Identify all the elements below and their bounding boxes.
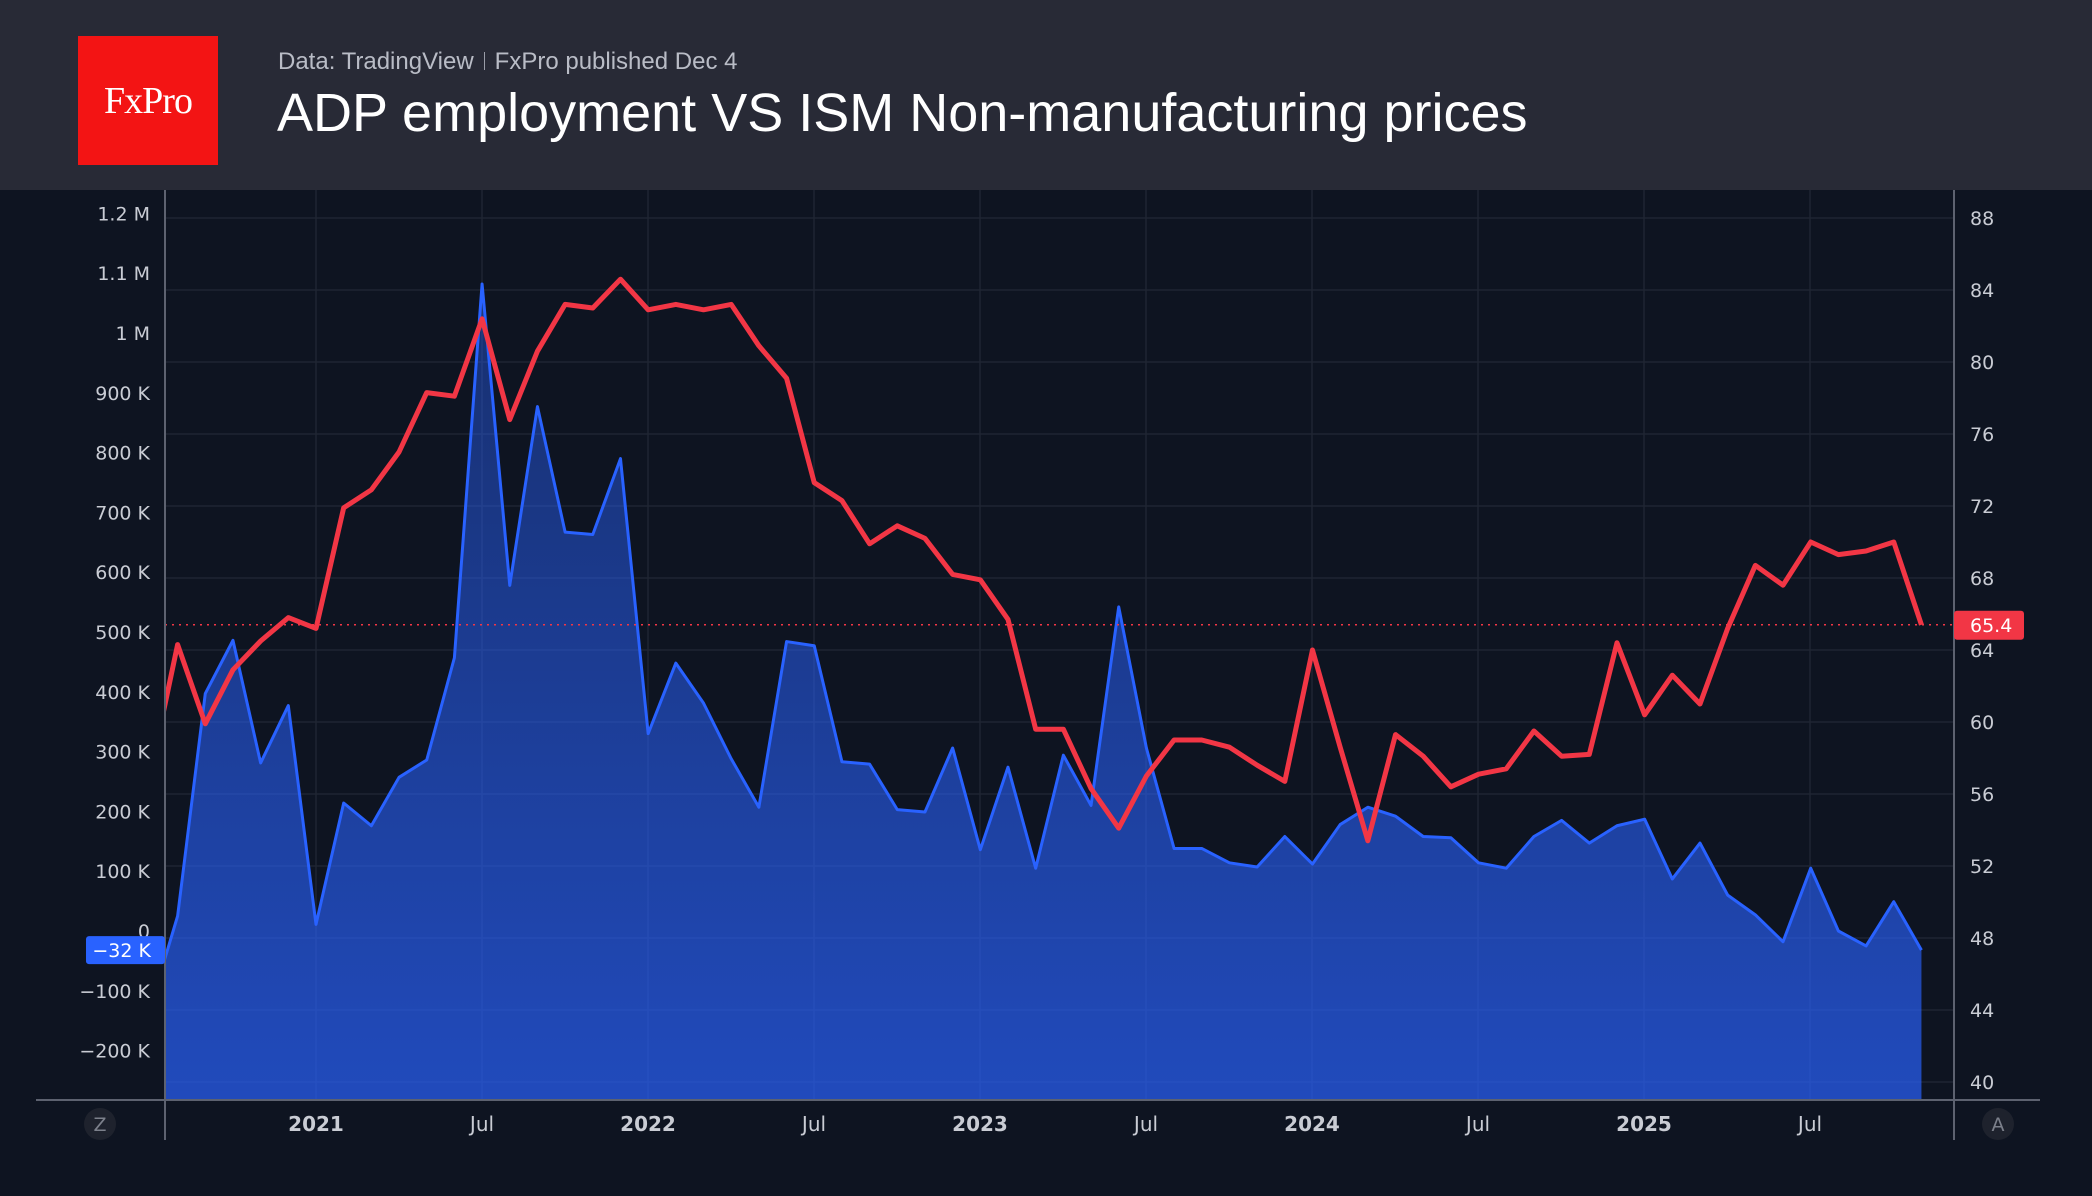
left-axis-tick: 600 K <box>95 562 150 584</box>
right-axis-tick: 56 <box>1970 784 1994 806</box>
header: FxPro Data: TradingView FxPro published D… <box>0 0 2092 190</box>
left-axis-tick: 800 K <box>95 443 150 465</box>
ism-line <box>165 276 1924 844</box>
logo-text: FxPro <box>104 79 193 122</box>
x-axis-tick: Jul <box>1132 1112 1158 1136</box>
adp-area <box>165 283 1922 1100</box>
right-axis-tick: 88 <box>1970 208 1994 230</box>
x-axis-tick: Jul <box>468 1112 494 1136</box>
chart-title: ADP employment VS ISM Non-manufacturing … <box>277 83 1528 143</box>
ism-last-value-badge <box>1954 610 2024 640</box>
x-axis-tick: Jul <box>1796 1112 1822 1136</box>
left-axis-tick: 1 M <box>115 323 150 345</box>
ism-last-value: 65.4 <box>1970 615 2012 637</box>
x-axis-tick: Jul <box>800 1112 826 1136</box>
left-axis-tick: 300 K <box>95 742 150 764</box>
right-axis-tick: 52 <box>1970 856 1994 878</box>
left-axis-tick: 200 K <box>95 801 150 823</box>
adp-last-value-badge <box>86 936 165 965</box>
x-axis-tick: 2023 <box>952 1112 1008 1136</box>
right-axis-tick: 76 <box>1970 424 1994 446</box>
left-axis-tick: −100 K <box>79 981 150 1003</box>
right-axis-auto-button[interactable]: A <box>1982 1108 2014 1140</box>
data-source: Data: TradingView <box>278 48 474 75</box>
separator <box>483 52 485 70</box>
subtitle: Data: TradingView FxPro published Dec 4 <box>278 48 737 76</box>
x-axis-tick: 2025 <box>1616 1112 1672 1136</box>
right-axis-tick: 44 <box>1970 1000 1994 1022</box>
right-axis-tick: 60 <box>1970 712 1994 734</box>
x-axis-tick: 2024 <box>1284 1112 1340 1136</box>
left-axis-tick: 500 K <box>95 622 150 644</box>
left-axis-tick: −200 K <box>79 1041 150 1063</box>
adp-last-value: −32 K <box>92 940 151 962</box>
left-axis-auto-button[interactable]: Z <box>84 1108 116 1140</box>
right-axis-tick: 48 <box>1970 928 1994 950</box>
x-axis-tick: 2022 <box>620 1112 676 1136</box>
plot-area <box>165 276 1954 1100</box>
left-axis-tick: 400 K <box>95 682 150 704</box>
published-note: FxPro published Dec 4 <box>494 48 738 75</box>
left-axis-tick: 900 K <box>95 383 150 405</box>
axis-button-label: Z <box>93 1114 106 1136</box>
x-axis-tick: 2021 <box>288 1112 344 1136</box>
left-axis-tick: 700 K <box>95 502 150 524</box>
left-axis-tick: 1.2 M <box>97 203 150 225</box>
fxpro-logo: FxPro <box>78 36 218 165</box>
right-axis-tick: 68 <box>1970 568 1994 590</box>
axis-button-label: A <box>1992 1114 2005 1136</box>
left-axis-tick: 100 K <box>95 861 150 883</box>
right-axis-tick: 40 <box>1970 1072 1994 1094</box>
right-axis-tick: 80 <box>1970 352 1994 374</box>
right-axis-tick: 64 <box>1970 640 1994 662</box>
left-axis-tick: 1.1 M <box>97 263 150 285</box>
x-axis-tick: Jul <box>1464 1112 1490 1136</box>
right-axis-tick: 84 <box>1970 280 1994 302</box>
right-axis-tick: 72 <box>1970 496 1994 518</box>
